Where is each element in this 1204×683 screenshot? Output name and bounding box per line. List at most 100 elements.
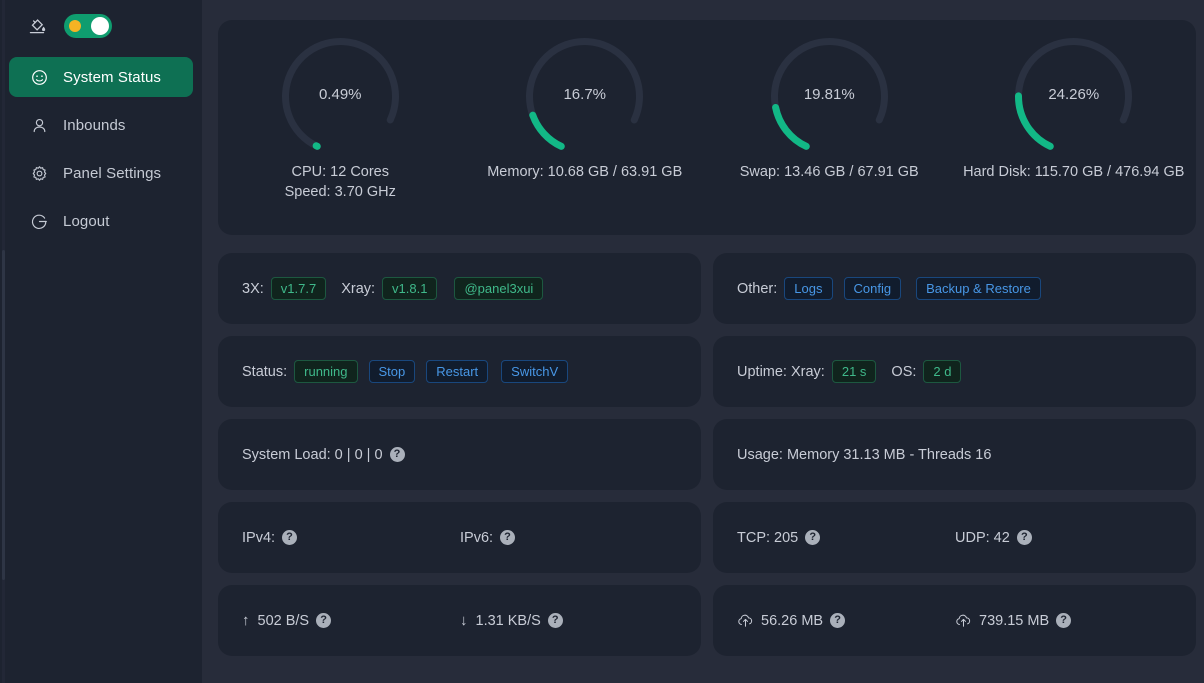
panel-version-badge[interactable]: v1.7.7 [270,277,327,300]
gauge-harddisk: 24.26% Hard Disk: 115.70 GB / 476.94 GB [952,34,1197,182]
help-icon[interactable]: ? [805,530,821,545]
sidebar-item-system-status[interactable]: System Status [9,57,193,97]
uptime-row: Uptime: Xray: 21 s OS: 2 d [737,360,962,383]
status-row: Status: running Stop Restart SwitchV [242,360,569,383]
theme-toggle-switch[interactable] [64,14,112,38]
user-icon [31,117,48,134]
cpu-percent: 0.49% [318,86,362,103]
cpu-cores-text: CPU: 12 Cores [291,164,389,180]
stop-button[interactable]: Stop [368,360,416,383]
system-load-card: System Load: 0 | 0 | 0 ? [218,419,701,490]
usage-row: Usage: Memory 31.13 MB - Threads 16 [737,447,991,463]
uptime-xray-badge[interactable]: 21 s [831,360,877,383]
help-icon[interactable]: ? [547,613,563,628]
harddisk-label: Hard Disk: 115.70 GB / 476.94 GB [963,162,1184,182]
main-content: 0.49% CPU: 12 Cores Speed: 3.70 GHz 16.7… [202,0,1204,683]
arrow-down-icon: ↓ [460,612,468,629]
sidebar-item-inbounds[interactable]: Inbounds [9,105,193,145]
total-upload-text: 56.26 MB [761,612,824,629]
tcp-row: TCP: 205 ? [737,530,955,546]
cpu-speed-text: Speed: 3.70 GHz [284,184,396,200]
tcp-label: TCP: 205 [737,529,799,546]
system-load-text: System Load: 0 | 0 | 0 [242,446,383,463]
help-icon[interactable]: ? [282,530,298,545]
swap-gauge-ring: 19.81% [767,34,892,159]
system-gauges-card: 0.49% CPU: 12 Cores Speed: 3.70 GHz 16.7… [218,20,1196,235]
harddisk-gauge-ring: 24.26% [1011,34,1136,159]
help-icon[interactable]: ? [316,613,332,628]
help-icon[interactable]: ? [1016,530,1032,545]
cloud-download-icon [955,613,972,628]
sidebar-header [0,0,202,52]
config-button[interactable]: Config [843,277,902,300]
download-speed-row: ↓ 1.31 KB/S ? [460,612,563,629]
memory-percent: 16.7% [563,86,607,103]
telegram-badge[interactable]: @panel3xui [454,277,544,300]
ipv6-label: IPv6: [460,529,494,546]
udp-label: UDP: 42 [955,529,1010,546]
memory-usage-text: Memory: 10.68 GB / 63.91 GB [487,164,683,180]
sidebar-item-panel-settings[interactable]: Panel Settings [9,153,193,193]
gear-icon [31,165,48,182]
restart-button[interactable]: Restart [426,360,489,383]
toggle-knob [91,17,109,35]
sidebar-item-label: Inbounds [63,116,126,134]
swap-usage-text: Swap: 13.46 GB / 67.91 GB [739,164,919,180]
ipv4-row: IPv4: ? [242,530,460,546]
system-load-row: System Load: 0 | 0 | 0 ? [242,447,405,463]
status-badge[interactable]: running [294,360,358,383]
total-download-row: 739.15 MB ? [955,613,1072,629]
logout-icon [31,213,48,230]
sidebar-item-label: Panel Settings [63,164,162,182]
ipv4-label: IPv4: [242,529,276,546]
swap-label: Swap: 13.46 GB / 67.91 GB [740,162,919,182]
help-icon[interactable]: ? [389,447,405,462]
total-upload-row: 56.26 MB ? [737,613,955,629]
other-row: Other: Logs Config Backup & Restore [737,277,1041,300]
cloud-upload-icon [737,613,754,628]
status-card: Status: running Stop Restart SwitchV [218,336,701,407]
sidebar-item-logout[interactable]: Logout [9,201,193,241]
cpu-gauge-ring: 0.49% [278,34,403,159]
udp-row: UDP: 42 ? [955,530,1032,546]
status-label: Status: [242,363,288,380]
download-speed-text: 1.31 KB/S [475,612,541,629]
gauge-memory: 16.7% Memory: 10.68 GB / 63.91 GB [463,34,708,182]
other-label: Other: [737,280,778,297]
network-speed-card: ↑ 502 B/S ? ↓ 1.31 KB/S ? [218,585,701,656]
panel-version-label: 3X: [242,280,264,297]
uptime-xray-label: Uptime: Xray: [737,363,825,380]
upload-speed-text: 502 B/S [257,612,310,629]
arrow-up-icon: ↑ [242,612,250,629]
versions-row: 3X: v1.7.7 Xray: v1.8.1 @panel3xui [242,277,544,300]
logs-button[interactable]: Logs [784,277,833,300]
uptime-os-label: OS: [891,363,917,380]
harddisk-percent: 24.26% [1048,86,1100,103]
cpu-label: CPU: 12 Cores Speed: 3.70 GHz [285,162,396,202]
xray-version-label: Xray: [341,280,376,297]
memory-label: Memory: 10.68 GB / 63.91 GB [487,162,682,182]
gauge-cpu: 0.49% CPU: 12 Cores Speed: 3.70 GHz [218,34,463,202]
sidebar-item-label: System Status [63,68,162,86]
backup-restore-button[interactable]: Backup & Restore [916,277,1041,300]
sun-icon [69,20,81,32]
help-icon[interactable]: ? [500,530,516,545]
uptime-card: Uptime: Xray: 21 s OS: 2 d [713,336,1196,407]
page-scrollbar-thumb[interactable] [2,250,5,580]
info-grid: 3X: v1.7.7 Xray: v1.8.1 @panel3xui Other… [218,253,1196,656]
sidebar-item-label: Logout [63,212,110,230]
paint-bucket-icon[interactable] [28,16,48,36]
memory-gauge-ring: 16.7% [522,34,647,159]
dashboard-icon [31,69,48,86]
xray-version-badge[interactable]: v1.8.1 [382,277,438,300]
ip-card: IPv4: ? IPv6: ? [218,502,701,573]
help-icon[interactable]: ? [1056,613,1072,628]
uptime-os-badge[interactable]: 2 d [923,360,962,383]
versions-card: 3X: v1.7.7 Xray: v1.8.1 @panel3xui [218,253,701,324]
switch-version-button[interactable]: SwitchV [501,360,569,383]
harddisk-usage-text: Hard Disk: 115.70 GB / 476.94 GB [963,164,1185,180]
connections-card: TCP: 205 ? UDP: 42 ? [713,502,1196,573]
help-icon[interactable]: ? [830,613,846,628]
other-card: Other: Logs Config Backup & Restore [713,253,1196,324]
